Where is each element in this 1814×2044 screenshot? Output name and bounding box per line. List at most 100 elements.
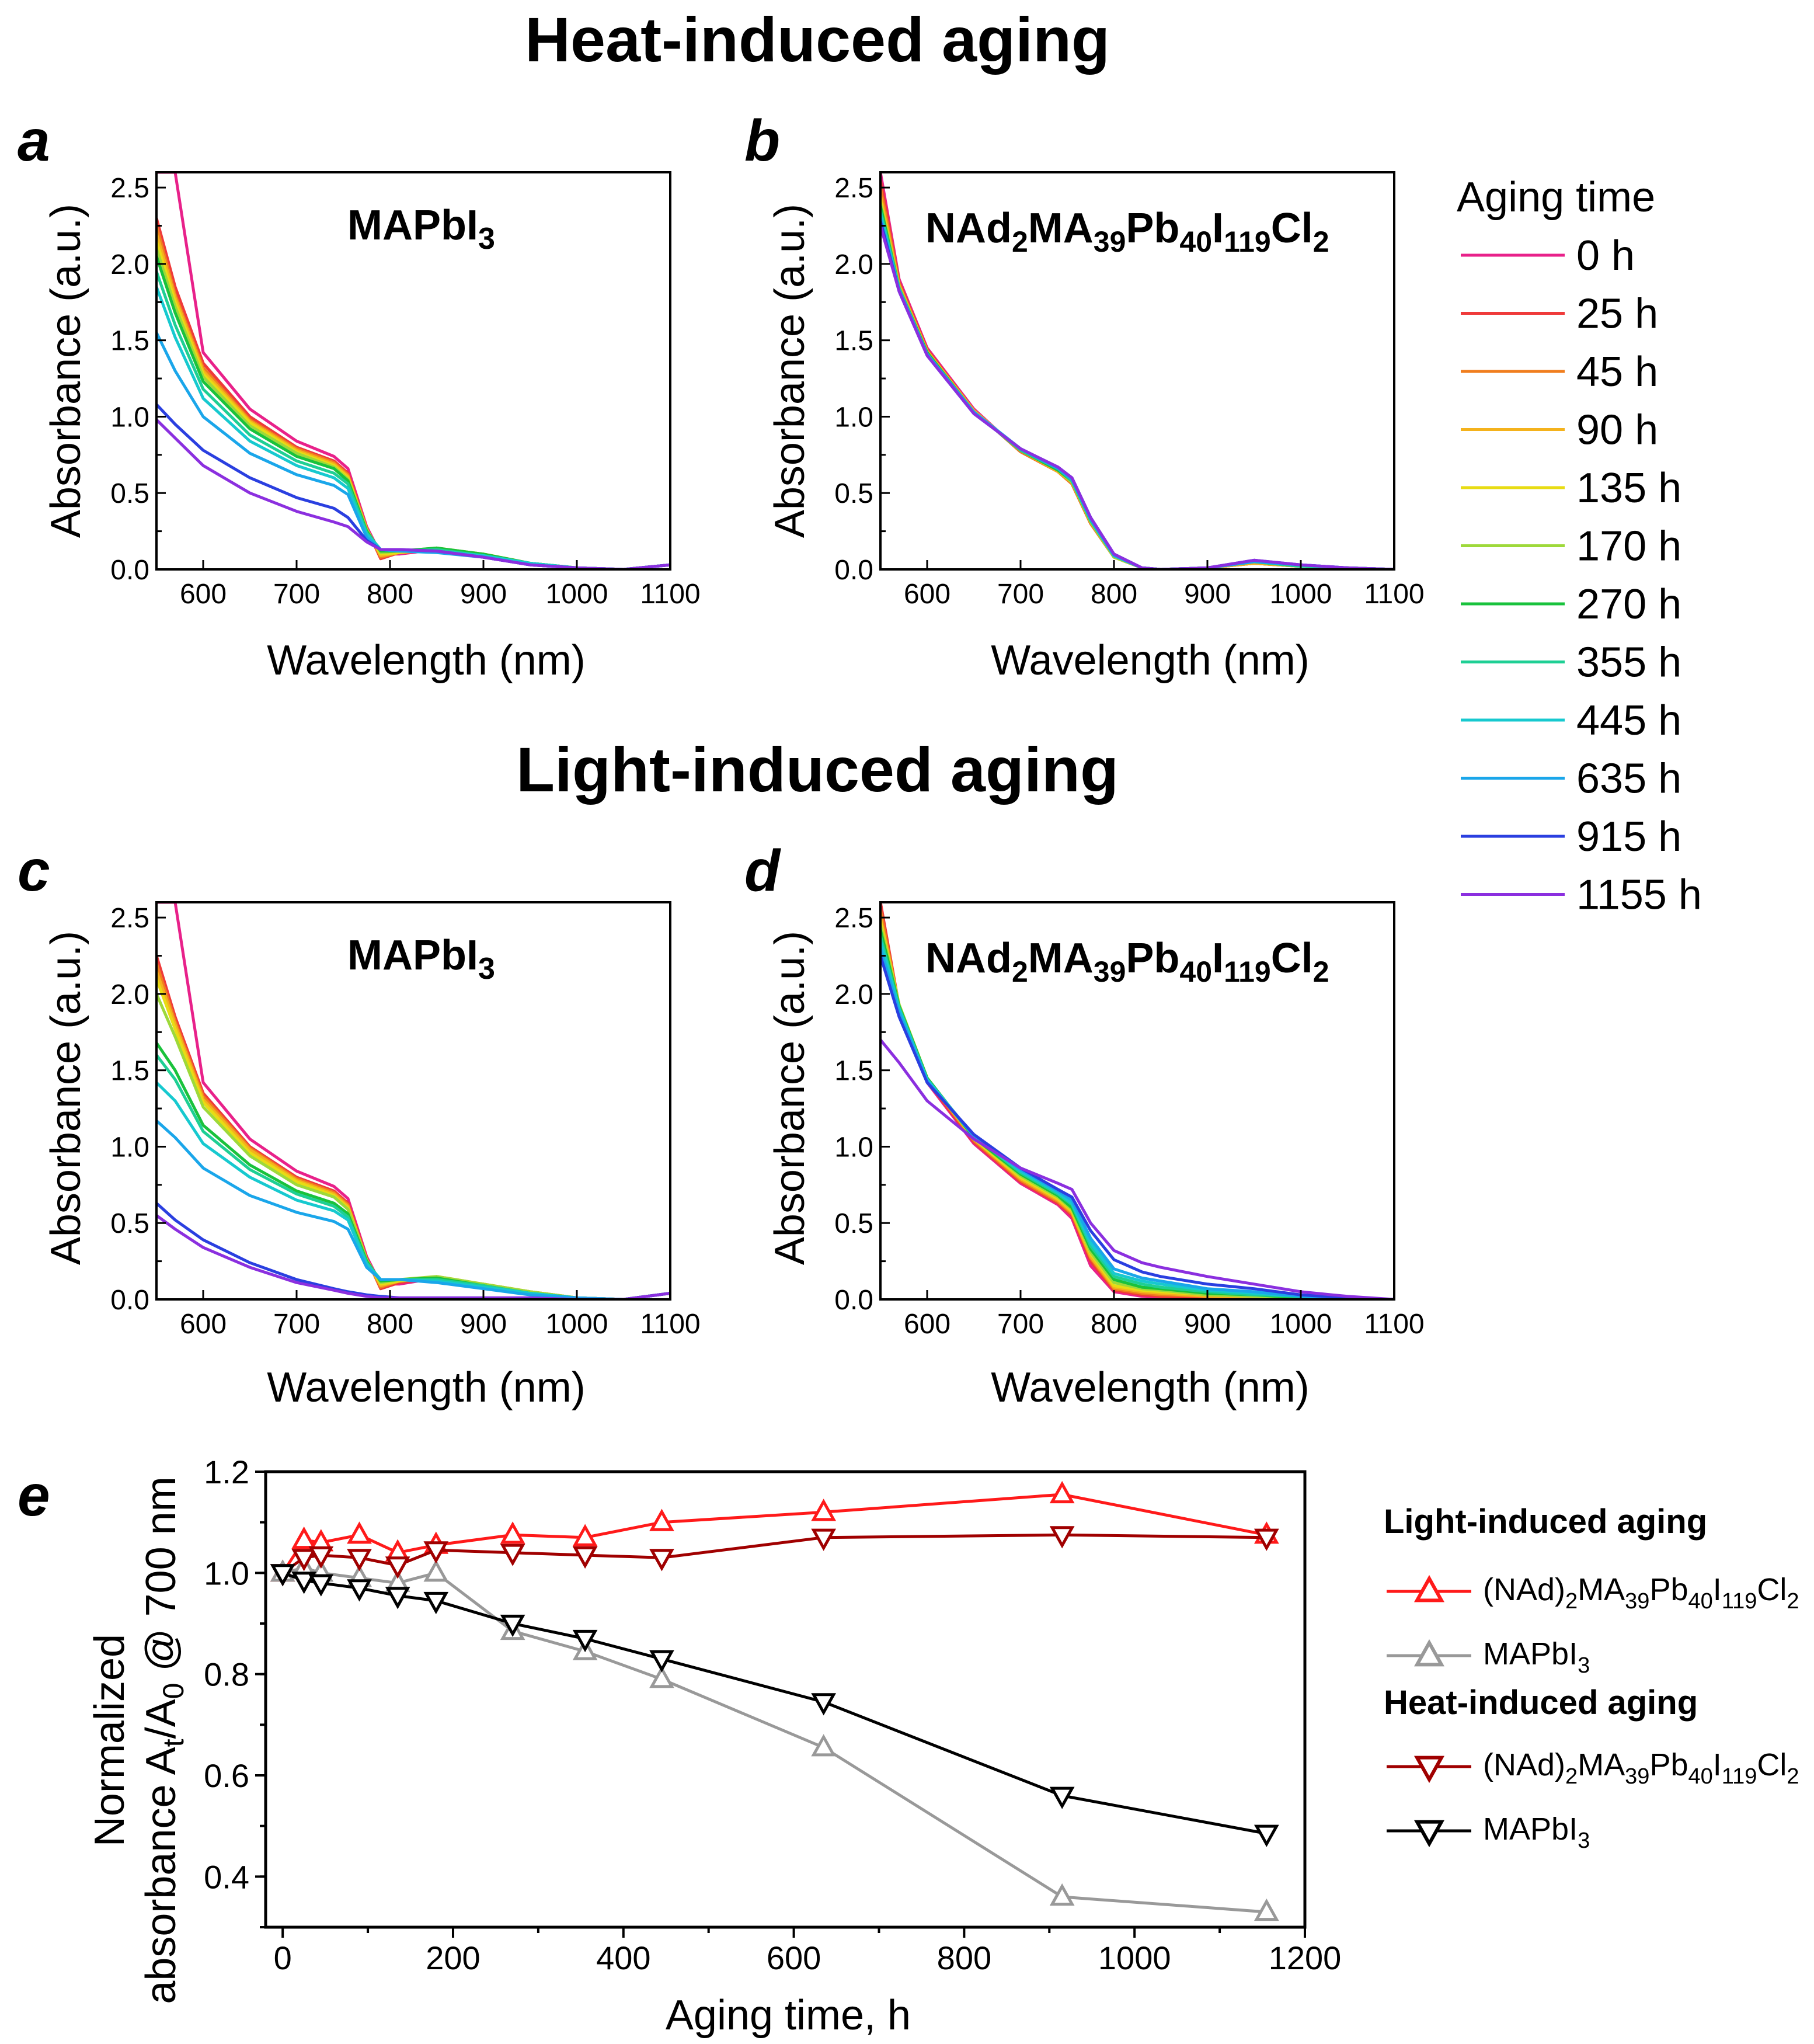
data-point-e bbox=[811, 1499, 837, 1521]
e-legend-heat-nad: (NAd)2MA39Pb40I119Cl2 bbox=[1483, 1747, 1799, 1789]
ytick-label-c: 0.0 bbox=[110, 1285, 149, 1316]
series-e-2 bbox=[270, 1526, 1279, 1587]
data-point-e bbox=[649, 1650, 674, 1673]
series-group-c bbox=[156, 902, 670, 1299]
ytick-label-b: 0.0 bbox=[834, 555, 873, 586]
xtick-label-c: 800 bbox=[367, 1309, 413, 1340]
data-point-e bbox=[500, 1544, 525, 1566]
panel-letter-d: d bbox=[744, 838, 781, 903]
aging-legend-label: 1155 h bbox=[1576, 872, 1702, 919]
ytick-label-d: 0.5 bbox=[834, 1208, 873, 1239]
data-point-e bbox=[1254, 1898, 1279, 1921]
data-point-e bbox=[385, 1587, 410, 1610]
xlabel-c: Wavelength (nm) bbox=[267, 1364, 586, 1411]
data-point-e bbox=[1049, 1786, 1075, 1809]
ytick-label-c: 2.0 bbox=[110, 979, 149, 1010]
data-point-e bbox=[423, 1591, 449, 1615]
series-line-d-1155h bbox=[880, 1038, 1394, 1299]
ytick-label-c: 2.5 bbox=[110, 903, 149, 934]
inset-label-b: NAd2MA39Pb40I119Cl2 bbox=[925, 205, 1329, 258]
xtick-label-d: 700 bbox=[997, 1309, 1044, 1340]
data-point-e bbox=[572, 1546, 598, 1569]
xtick-label-d: 1100 bbox=[1364, 1309, 1424, 1340]
xtick-label-e: 0 bbox=[274, 1939, 292, 1976]
xlabel-a: Wavelength (nm) bbox=[267, 637, 586, 684]
aging-legend-label: 170 h bbox=[1576, 523, 1681, 570]
ytick-label-b: 0.5 bbox=[834, 478, 873, 509]
heading-heat: Heat-induced aging bbox=[525, 4, 1110, 75]
aging-legend-label: 270 h bbox=[1576, 581, 1681, 628]
series-line-a-1155h bbox=[156, 418, 670, 569]
xtick-label-e: 1000 bbox=[1098, 1939, 1171, 1976]
aging-legend-label: 25 h bbox=[1576, 291, 1658, 338]
ylabel-b: Absorbance (a.u.) bbox=[767, 204, 813, 538]
data-point-e bbox=[347, 1521, 372, 1544]
ylabel-e-line2: absorbance At/A0 @ 700 nm bbox=[138, 1476, 190, 2004]
e-legend-marker bbox=[1413, 1820, 1445, 1848]
e-legend-marks bbox=[1387, 1574, 1471, 1848]
ytick-label-c: 1.0 bbox=[110, 1132, 149, 1163]
ytick-label-d: 1.0 bbox=[834, 1132, 873, 1163]
plot-area-c bbox=[156, 902, 670, 1299]
series-line-d-915h bbox=[880, 955, 1394, 1299]
ytick-label-a: 1.5 bbox=[110, 326, 149, 357]
ytick-label-d: 0.0 bbox=[834, 1285, 873, 1316]
xtick-label-e: 800 bbox=[937, 1939, 991, 1976]
data-point-e bbox=[811, 1528, 837, 1551]
ytick-label-d: 2.0 bbox=[834, 979, 873, 1010]
e-legend-light-nad: (NAd)2MA39Pb40I119Cl2 bbox=[1483, 1572, 1799, 1614]
panel-d: 600 700 800 900 1000 1100 0.0 0.5 1.0 1.5 2.0 2.5 bbox=[834, 901, 1425, 1340]
ytick-label-a: 2.0 bbox=[110, 249, 149, 280]
xtick-label-e: 200 bbox=[426, 1939, 480, 1976]
data-point-e bbox=[347, 1579, 372, 1602]
series-line-e bbox=[281, 1493, 1267, 1574]
xtick-label-a: 700 bbox=[273, 579, 320, 610]
ytick-label-b: 2.5 bbox=[834, 173, 873, 204]
data-point-e bbox=[270, 1564, 295, 1587]
xtick-label-e: 400 bbox=[596, 1939, 650, 1976]
aging-legend-label: 355 h bbox=[1576, 639, 1681, 686]
ylabel-c: Absorbance (a.u.) bbox=[43, 931, 89, 1265]
data-point-e bbox=[500, 1521, 525, 1544]
panel-letter-e: e bbox=[18, 1463, 50, 1528]
data-point-e bbox=[291, 1549, 317, 1572]
plot-frame-a bbox=[155, 171, 671, 571]
plot-frame-b bbox=[879, 171, 1395, 571]
data-point-e bbox=[291, 1572, 317, 1594]
aging-legend-label: 445 h bbox=[1576, 697, 1681, 744]
xtick-label-b: 800 bbox=[1091, 579, 1137, 610]
xtick-label-d: 900 bbox=[1184, 1309, 1231, 1340]
ytick-label-e: 0.8 bbox=[204, 1656, 249, 1693]
ytick-label-d: 1.5 bbox=[834, 1056, 873, 1087]
ytick-label-a: 0.5 bbox=[110, 478, 149, 509]
data-point-e bbox=[649, 1549, 674, 1572]
data-point-e bbox=[1254, 1824, 1279, 1847]
xlabel-b: Wavelength (nm) bbox=[991, 637, 1310, 684]
xtick-label-d: 600 bbox=[904, 1309, 950, 1340]
data-point-e bbox=[308, 1574, 334, 1597]
ytick-label-e: 0.4 bbox=[204, 1858, 249, 1895]
inset-label-a: MAPbI3 bbox=[347, 202, 495, 256]
data-point-e bbox=[811, 1734, 837, 1757]
data-point-e bbox=[291, 1526, 317, 1549]
ytick-label-c: 0.5 bbox=[110, 1208, 149, 1239]
ytick-label-e: 1.0 bbox=[204, 1555, 249, 1591]
xtick-label-b: 1100 bbox=[1364, 579, 1424, 610]
plot-frame-c bbox=[155, 901, 671, 1301]
panel-e: 0 200 400 600 800 1000 1200 0.4 0.6 0.8 1.0 1.2 bbox=[204, 1454, 1341, 1976]
xtick-label-e: 600 bbox=[767, 1939, 821, 1976]
series-line-e bbox=[282, 1571, 1267, 1836]
ytick-label-a: 2.5 bbox=[110, 173, 149, 204]
data-point-e bbox=[385, 1556, 410, 1579]
data-point-e bbox=[500, 1614, 525, 1638]
data-point-e bbox=[1254, 1528, 1279, 1551]
ylabel-a: Absorbance (a.u.) bbox=[43, 204, 89, 538]
ytick-label-e: 1.2 bbox=[204, 1454, 249, 1490]
data-point-e bbox=[423, 1559, 449, 1582]
panel-letter-a: a bbox=[18, 108, 50, 173]
data-point-e bbox=[308, 1546, 334, 1569]
xtick-label-b: 600 bbox=[904, 579, 950, 610]
series-group-d bbox=[880, 902, 1394, 1299]
plot-area-b bbox=[880, 172, 1394, 569]
